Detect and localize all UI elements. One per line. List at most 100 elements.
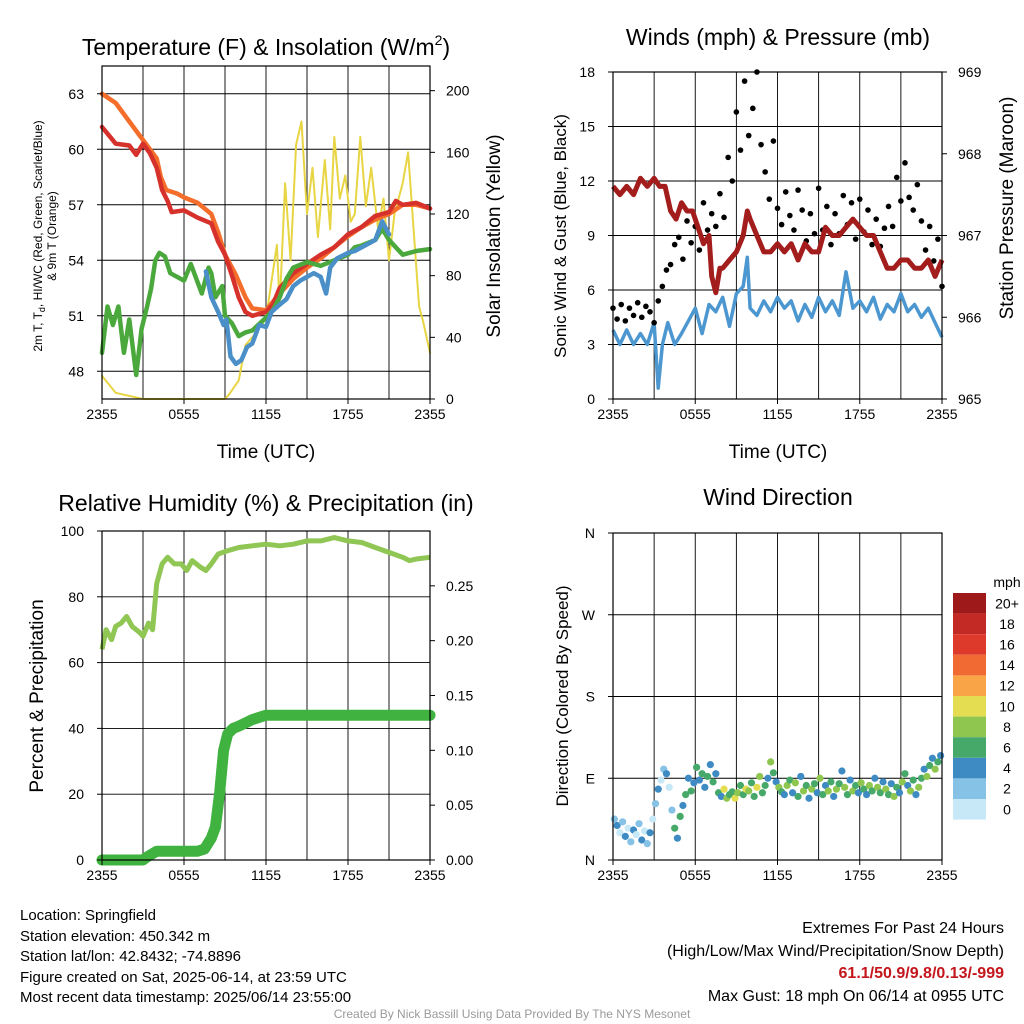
y-tick-label-right: 80 — [446, 268, 462, 284]
direction-point — [665, 783, 673, 791]
direction-point — [618, 818, 627, 826]
gust-point — [799, 207, 805, 213]
temperature-title: Temperature (F) & Insolation (W/m2) — [82, 32, 450, 60]
direction-point — [865, 781, 873, 790]
humidity-panel: Relative Humidity (%) & Precipitation (i… — [27, 490, 474, 883]
gust-point — [766, 196, 773, 202]
direction-point — [835, 780, 843, 788]
y-tick-label-right: 0 — [446, 391, 454, 407]
gust-point — [898, 198, 904, 204]
direction-point — [687, 787, 695, 795]
direction-point — [813, 789, 821, 797]
gust-point — [865, 207, 871, 213]
y-tick-label-right: 200 — [446, 83, 470, 99]
y-tick-label-left: 12 — [579, 173, 595, 189]
gust-point — [630, 312, 637, 319]
y-tick-label-left: 20 — [68, 786, 84, 802]
direction-point — [728, 788, 736, 796]
gust-point — [643, 303, 649, 310]
gust-point — [815, 185, 822, 192]
temperature-xlabel: Time (UTC) — [217, 442, 316, 463]
direction-point — [698, 770, 706, 778]
direction-point — [747, 779, 756, 787]
gust-point — [634, 299, 641, 306]
legend-label: 16 — [999, 637, 1015, 653]
x-tick-label: 2355 — [86, 867, 117, 883]
station-info: Location: Springfield Station elevation:… — [20, 906, 351, 1009]
gust-point — [893, 174, 900, 181]
y-tick-label-left: N — [585, 525, 595, 541]
y-tick-label-left: 9 — [587, 228, 595, 244]
gust-point — [889, 223, 896, 230]
gust-point — [700, 200, 707, 206]
y-tick-label-left: 60 — [68, 655, 84, 671]
direction-grid — [613, 533, 942, 860]
gust-point — [910, 207, 917, 213]
gust-point — [774, 205, 781, 212]
gust-point — [680, 256, 686, 262]
humidity-ylabel-left: Percent & Precipitation — [27, 599, 48, 792]
gust-point — [729, 178, 736, 184]
legend-label: 6 — [1003, 740, 1011, 756]
x-tick-label: 1155 — [251, 406, 281, 422]
direction-point — [643, 840, 651, 848]
gust-point — [807, 210, 814, 217]
y-tick-label-left: 60 — [68, 141, 84, 157]
direction-point — [621, 832, 629, 840]
winds-xlabel: Time (UTC) — [729, 442, 828, 463]
y-tick-label-right: 0.20 — [446, 633, 473, 649]
extremes-subtitle: (High/Low/Max Wind/Precipitation/Snow De… — [666, 942, 1004, 960]
legend-label: 10 — [999, 698, 1015, 714]
legend-swatch — [953, 696, 986, 717]
direction-point — [906, 787, 915, 795]
station-elevation: Station elevation: 450.342 m — [20, 927, 211, 945]
direction-point — [758, 789, 767, 797]
gust-point — [684, 218, 690, 224]
y-tick-label-right: 0.00 — [446, 852, 473, 868]
gust-point — [778, 221, 785, 228]
direction-point — [780, 791, 788, 799]
y-tick-label-left: 15 — [579, 119, 595, 135]
direction-point — [739, 791, 747, 799]
gust-point — [848, 200, 855, 206]
y-tick-label-left: 100 — [61, 523, 85, 539]
direction-point — [671, 824, 679, 832]
gust-point — [918, 218, 925, 224]
direction-point — [860, 785, 868, 793]
direction-point — [805, 794, 813, 802]
gust-point — [750, 105, 756, 112]
gust-point — [811, 230, 818, 237]
x-tick-label: 2355 — [86, 406, 117, 422]
temperature-ylabel-right: Solar Insolation (Yellow) — [484, 134, 505, 337]
station-latlon: Station lat/lon: 42.8432; -74.8896 — [20, 948, 242, 965]
gust-point — [852, 236, 859, 242]
direction-point — [821, 781, 830, 790]
direction-series — [610, 751, 945, 848]
gust-point — [704, 227, 711, 233]
direction-point — [717, 792, 725, 801]
direction-point — [824, 787, 832, 795]
legend-label: 18 — [999, 616, 1015, 632]
gust-point — [832, 210, 838, 217]
direction-point — [832, 785, 841, 793]
extremes-values: 61.1/50.9/9.8/0.13/-999 — [838, 965, 1004, 982]
direction-point — [676, 812, 684, 821]
direction-point — [679, 801, 687, 810]
direction-point — [649, 815, 657, 823]
gust-point — [869, 241, 875, 248]
direction-point — [808, 785, 816, 793]
direction-point — [934, 758, 942, 766]
direction-point — [657, 776, 665, 784]
station-location: Location: Springfield — [20, 907, 156, 924]
x-tick-label: 1155 — [251, 867, 281, 883]
direction-point — [764, 774, 772, 782]
gust-point — [935, 236, 941, 242]
gust-point — [840, 192, 847, 199]
gust-point — [922, 247, 929, 253]
direction-point — [610, 815, 618, 823]
direction-point — [893, 783, 901, 791]
direction-point — [682, 791, 690, 799]
direction-point — [890, 792, 898, 801]
direction-point — [915, 783, 923, 791]
direction-point — [750, 792, 758, 801]
